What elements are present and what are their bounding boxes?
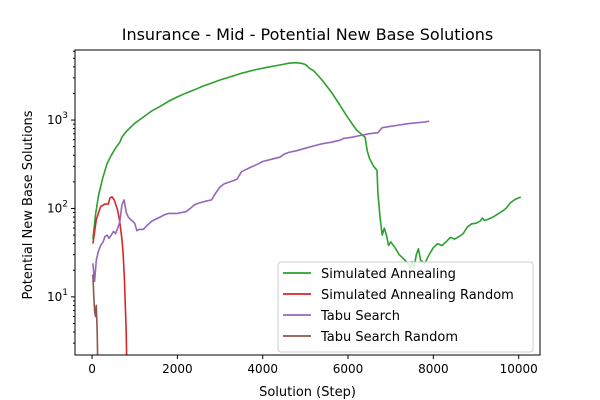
x-axis: 0 2000 4000 6000 8000 10000 — [88, 355, 538, 376]
y-tick-label: 102 — [47, 199, 68, 215]
series-line-simulated-annealing-random — [92, 196, 128, 355]
legend: Simulated Annealing Simulated Annealing R… — [277, 261, 534, 353]
x-tick-label: 4000 — [247, 362, 278, 376]
series-line-simulated-annealing — [92, 61, 522, 270]
plot-frame — [74, 49, 541, 356]
y-tick-label: 103 — [47, 111, 68, 127]
series-line-tabu-search — [92, 120, 430, 283]
x-axis-label: Solution (Step) — [259, 385, 356, 400]
chart-title: Insurance - Mid - Potential New Base Sol… — [122, 25, 494, 44]
y-axis-label: Potential New Base Solutions — [21, 110, 36, 299]
legend-label: Simulated Annealing — [321, 267, 456, 282]
x-tick-label: 6000 — [333, 362, 364, 376]
series-line-tabu-search-random — [92, 274, 99, 355]
x-tick-label: 8000 — [418, 362, 449, 376]
x-tick-label: 2000 — [162, 362, 193, 376]
x-tick-label: 10000 — [500, 362, 538, 376]
y-tick-label: 101 — [47, 288, 68, 304]
x-tick-label: 0 — [88, 362, 96, 376]
legend-label: Simulated Annealing Random — [321, 288, 514, 303]
legend-label: Tabu Search — [320, 309, 400, 324]
legend-label: Tabu Search Random — [320, 330, 458, 345]
series-layer — [92, 61, 522, 355]
legend-box — [277, 261, 534, 353]
y-axis: 101 102 103 — [47, 50, 75, 344]
